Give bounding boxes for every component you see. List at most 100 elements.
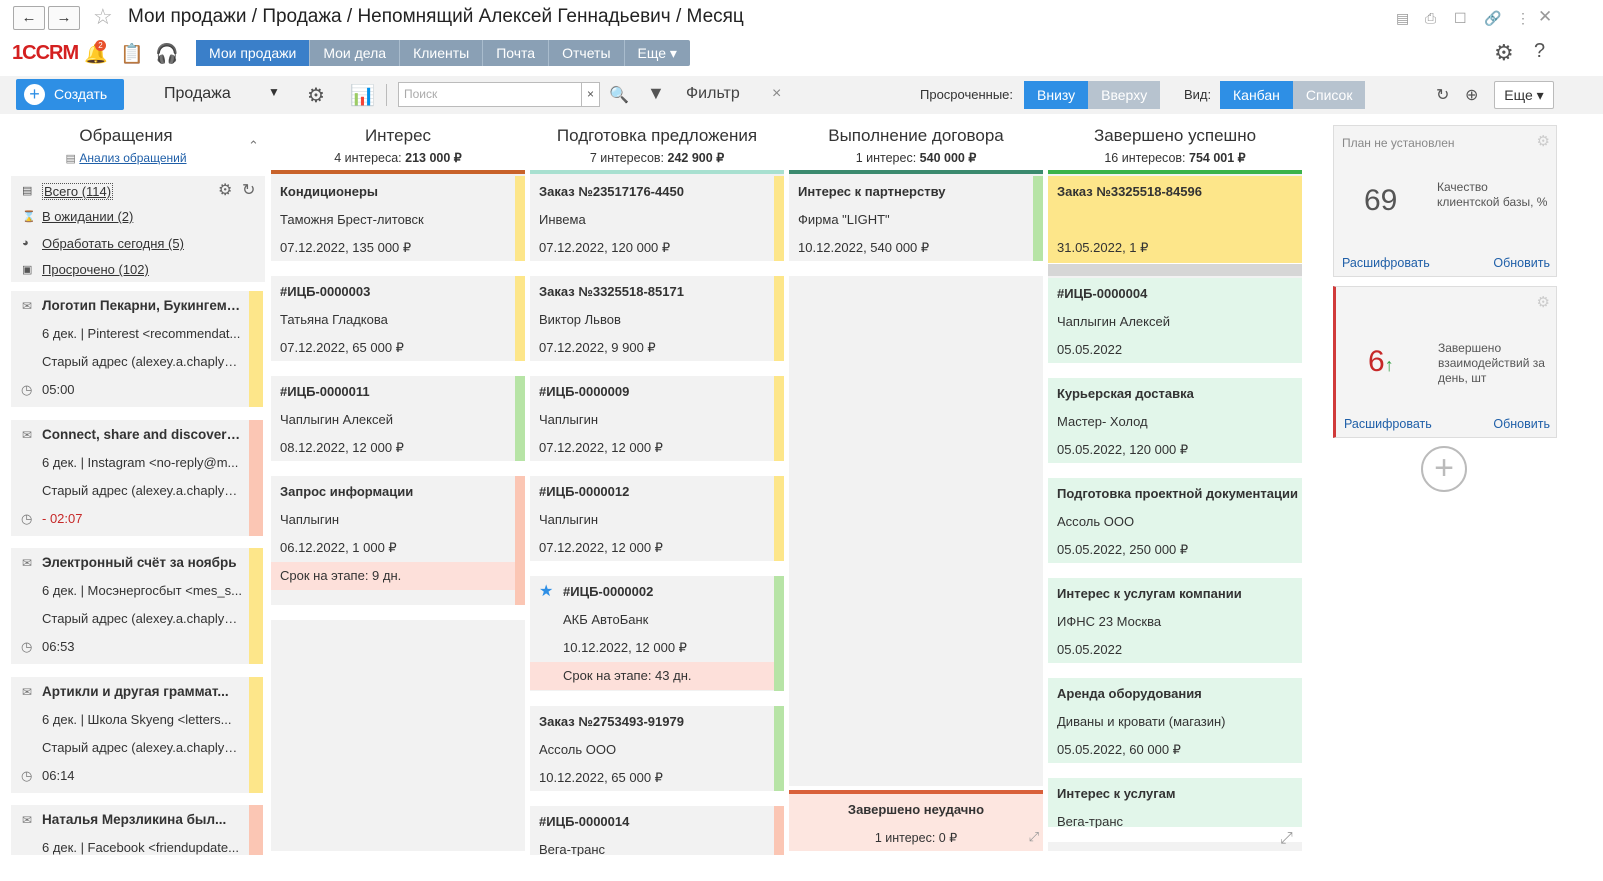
tab-my-sales[interactable]: Мои продажи bbox=[196, 40, 311, 66]
card-title: #ИЦБ-0000009 bbox=[539, 384, 630, 399]
decode-link[interactable]: Расшифровать bbox=[1342, 256, 1430, 270]
column-title: Выполнение договора bbox=[828, 126, 1004, 145]
kanban-card[interactable]: #ИЦБ-0000003 Татьяна Гладкова 07.12.2022, … bbox=[271, 276, 525, 362]
overdue-top-button[interactable]: Вверху bbox=[1088, 81, 1161, 109]
collapse-arrows-icon[interactable]: ⤢ bbox=[1280, 830, 1293, 847]
kanban-card[interactable]: Интерес к услугам компании ИФНС 23 Москва… bbox=[1048, 578, 1302, 664]
appeal-filter-item[interactable]: Просрочено (102) bbox=[42, 262, 149, 277]
appeal-title: Connect, share and discover: ... bbox=[42, 426, 242, 442]
view-list-button[interactable]: Список bbox=[1292, 81, 1366, 109]
appeal-filter-item[interactable]: Обработать сегодня (5) bbox=[42, 236, 184, 251]
search-icon[interactable]: 🔍 bbox=[609, 87, 629, 104]
appeal-card[interactable]: ✉ Артикли и другая граммат... 6 дек. | Шко… bbox=[11, 676, 263, 793]
search-input[interactable]: Поиск × bbox=[398, 82, 600, 107]
clear-search-icon[interactable]: × bbox=[581, 83, 599, 106]
link-icon[interactable]: 🔗 bbox=[1484, 10, 1502, 26]
kanban-card[interactable]: #ИЦБ-0000009 Чаплыгин 07.12.2022, 12 000 ₽ bbox=[530, 376, 784, 462]
chevron-down-icon: ▼ bbox=[268, 85, 280, 99]
kanban-card[interactable]: Заказ №2753493-91979 Ассоль ООО 10.12.2022… bbox=[530, 706, 784, 792]
refresh-link[interactable]: Обновить bbox=[1493, 256, 1550, 270]
kanban-card[interactable]: Интерес к услугам Вега-транс bbox=[1048, 778, 1302, 829]
widget-interactions: ⚙ 6↑ Завершено взаимодействий за день, ш… bbox=[1333, 286, 1557, 438]
forward-button[interactable]: → bbox=[48, 6, 80, 30]
filters-refresh-icon[interactable]: ↻ bbox=[242, 182, 256, 199]
column-count: 16 интересов: bbox=[1104, 151, 1186, 165]
preview-icon[interactable]: ☐ bbox=[1454, 10, 1467, 26]
widget-gear-icon[interactable]: ⚙ bbox=[1536, 294, 1550, 311]
appeal-filter-item[interactable]: Всего (114) bbox=[42, 183, 114, 200]
appeal-card[interactable]: ✉ Электронный счёт за ноябрь 6 дек. | Мосэ… bbox=[11, 548, 263, 664]
kanban-card[interactable]: #ИЦБ-0000014 Вега-транс bbox=[530, 806, 784, 857]
column-count: 4 интереса: bbox=[334, 151, 402, 165]
chart-icon[interactable]: 📊 bbox=[350, 85, 375, 107]
card-client: Диваны и кровати (магазин) bbox=[1057, 714, 1226, 729]
kanban-card[interactable]: Аренда оборудования Диваны и кровати (маг… bbox=[1048, 678, 1302, 764]
close-icon[interactable]: ✕ bbox=[1538, 7, 1553, 26]
clear-filter-icon[interactable]: × bbox=[772, 85, 782, 102]
star-icon[interactable]: ☆ bbox=[93, 4, 113, 29]
overdue-bottom-button[interactable]: Внизу bbox=[1024, 81, 1089, 109]
filters-gear-icon[interactable]: ⚙ bbox=[218, 182, 233, 199]
decode-link[interactable]: Расшифровать bbox=[1344, 417, 1432, 431]
more-vert-icon[interactable]: ⋮ bbox=[1516, 10, 1530, 26]
tab-my-tasks[interactable]: Мои дела bbox=[310, 40, 401, 66]
sales-select-value: Продажа bbox=[164, 85, 231, 102]
filter-icon[interactable]: ▼ bbox=[647, 83, 665, 103]
back-button[interactable]: ← bbox=[13, 6, 45, 30]
kanban-card[interactable]: #ИЦБ-0000011 Чаплыгин Алексей 08.12.2022, … bbox=[271, 376, 525, 462]
appeal-filter-item[interactable]: В ожидании (2) bbox=[42, 209, 134, 224]
appeal-card[interactable]: ✉ Connect, share and discover: ... 6 дек. … bbox=[11, 419, 263, 536]
tab-reports[interactable]: Отчеты bbox=[549, 40, 625, 66]
kanban-card[interactable]: Заказ №3325518-85171 Виктор Львов 07.12.20… bbox=[530, 276, 784, 362]
headset-icon[interactable]: 🎧 bbox=[155, 44, 179, 65]
appeal-time: 05:00 bbox=[42, 382, 75, 397]
widget-gear-icon[interactable]: ⚙ bbox=[1536, 133, 1550, 150]
appeals-header: Обращения ▤ Анализ обращений bbox=[11, 126, 241, 165]
sales-select[interactable]: Продажа ▼ bbox=[164, 85, 280, 103]
appeals-analysis-link[interactable]: Анализ обращений bbox=[79, 151, 187, 165]
save-icon[interactable]: ▤ bbox=[1396, 10, 1410, 26]
tab-mail[interactable]: Почта bbox=[483, 40, 550, 66]
appeal-card[interactable]: ✉ Логотип Пекарни, Букингемс... 6 дек. | P… bbox=[11, 291, 263, 407]
refresh-icon[interactable]: ↻ bbox=[1436, 87, 1450, 104]
more-button[interactable]: Еще ▾ bbox=[1494, 81, 1554, 109]
card-status-stripe bbox=[774, 276, 784, 361]
kanban-card[interactable]: #ИЦБ-0000004 Чаплыгин Алексей 05.05.2022 bbox=[1048, 278, 1302, 364]
filter-button[interactable]: Фильтр bbox=[686, 85, 740, 102]
clock-icon: ◷ bbox=[21, 639, 33, 654]
view-kanban-button[interactable]: Канбан bbox=[1220, 81, 1293, 109]
column-header: Подготовка предложения 7 интересов: 242 9… bbox=[530, 126, 784, 165]
kanban-card[interactable]: ★ #ИЦБ-0000002 АКБ АвтоБанк 10.12.2022, 12 … bbox=[530, 576, 784, 692]
card-title: Интерес к услугам bbox=[1057, 786, 1176, 801]
kanban-card[interactable]: Подготовка проектной документации Ассоль … bbox=[1048, 478, 1302, 564]
kanban-card[interactable]: Курьерская доставка Мастер- Холод 05.05.20… bbox=[1048, 378, 1302, 464]
kanban-card[interactable]: Запрос информации Чаплыгин 06.12.2022, 1 0… bbox=[271, 476, 525, 606]
kanban-card[interactable]: Кондиционеры Таможня Брест-литовск 07.12.2… bbox=[271, 176, 525, 262]
widget-client-quality: План не установлен ⚙ 69 Качество клиентс… bbox=[1333, 125, 1557, 277]
refresh-link[interactable]: Обновить bbox=[1493, 417, 1550, 431]
collapse-icon[interactable]: ⌃ bbox=[248, 138, 259, 153]
add-widget-icon[interactable]: + bbox=[1421, 446, 1467, 492]
appeal-status-stripe bbox=[249, 419, 263, 536]
star-filled-icon[interactable]: ★ bbox=[539, 583, 554, 600]
failed-column[interactable]: Завершено неудачно 1 интерес: 0 ₽ ⤢ bbox=[789, 794, 1043, 851]
card-status-stripe bbox=[774, 576, 784, 691]
tab-more[interactable]: Еще ▾ bbox=[637, 45, 677, 61]
tab-clients[interactable]: Клиенты bbox=[400, 40, 484, 66]
settings-gear-icon[interactable]: ⚙ bbox=[1494, 40, 1514, 65]
zoom-icon[interactable]: ⊕ bbox=[1465, 87, 1479, 104]
appeal-card[interactable]: ✉ Наталья Мерзликина был... 6 дек. | Faceb… bbox=[11, 805, 263, 855]
gear-icon[interactable]: ⚙ bbox=[307, 85, 325, 107]
kanban-card[interactable]: Заказ №3325518-84596 31.05.2022, 1 ₽ bbox=[1048, 176, 1302, 264]
kanban-card[interactable]: #ИЦБ-0000012 Чаплыгин 07.12.2022, 12 000 ₽ bbox=[530, 476, 784, 562]
kanban-card[interactable]: Интерес к партнерству Фирма "LIGHT" 10.12.… bbox=[789, 176, 1043, 262]
kanban-card[interactable]: Заказ №23517176-4450 Инвема 07.12.2022, 12… bbox=[530, 176, 784, 262]
mail-icon: ✉ bbox=[22, 556, 33, 570]
create-button[interactable]: + Создать bbox=[16, 79, 124, 110]
card-divider bbox=[1048, 264, 1302, 276]
help-icon[interactable]: ? bbox=[1534, 40, 1546, 62]
print-icon[interactable]: ⎙ bbox=[1425, 10, 1437, 26]
expand-icon[interactable]: ⤢ bbox=[1028, 829, 1039, 844]
card-title: #ИЦБ-0000014 bbox=[539, 814, 630, 829]
clipboard-icon[interactable]: 📋 bbox=[120, 44, 144, 65]
